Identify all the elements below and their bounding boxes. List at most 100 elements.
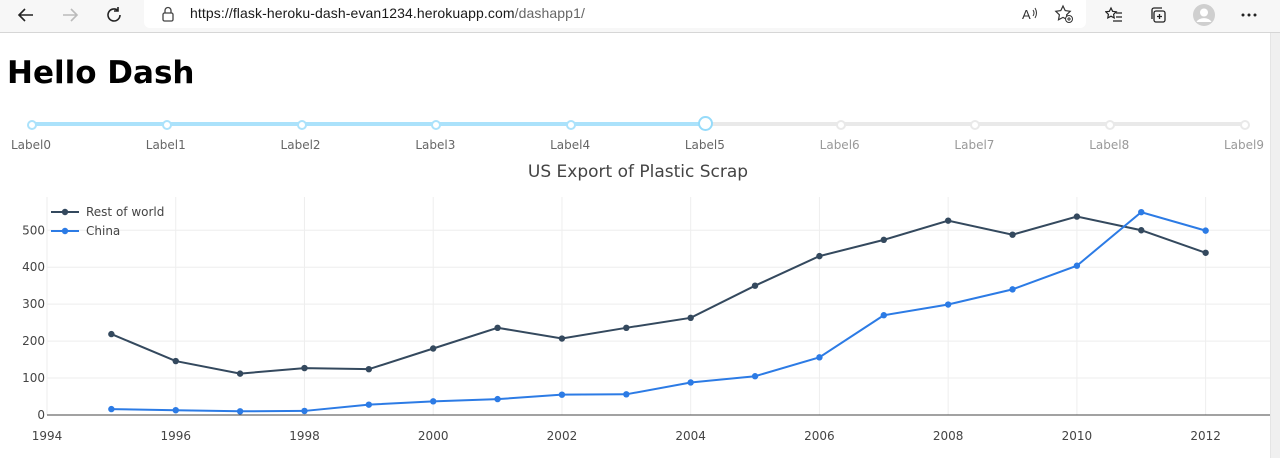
slider-mark-label[interactable]: Label6 xyxy=(819,138,860,152)
read-aloud-icon[interactable]: A xyxy=(1020,4,1040,24)
page-title: Hello Dash xyxy=(7,55,195,91)
slider-dot[interactable] xyxy=(27,120,37,130)
data-point xyxy=(430,398,437,405)
data-point xyxy=(1073,213,1081,220)
data-point xyxy=(816,354,823,361)
slider-mark-label[interactable]: Label5 xyxy=(684,138,725,152)
data-point xyxy=(494,395,501,403)
label-slider[interactable]: Label0 Label1 Label2 Label3 Label4 Label5 Labe… xyxy=(0,112,1270,158)
data-point xyxy=(558,391,566,398)
favorites-button[interactable] xyxy=(1097,0,1131,30)
data-point xyxy=(430,345,437,352)
data-point xyxy=(365,365,373,373)
data-point xyxy=(558,335,566,342)
data-point xyxy=(1202,227,1209,234)
slider-dot[interactable] xyxy=(296,120,307,130)
y-tick-label: 0 xyxy=(37,408,45,422)
data-point xyxy=(751,373,759,380)
data-point xyxy=(687,379,694,386)
profile-icon xyxy=(1193,4,1215,26)
slider-mark-label[interactable]: Label1 xyxy=(145,138,186,152)
data-point xyxy=(623,391,630,398)
data-point xyxy=(623,324,630,331)
y-tick-label: 400 xyxy=(22,260,45,274)
collections-icon xyxy=(1151,7,1166,23)
data-point xyxy=(236,408,244,415)
data-point xyxy=(1009,286,1016,293)
data-point xyxy=(1009,231,1016,238)
data-point xyxy=(944,301,952,308)
x-tick-label: 2012 xyxy=(1190,429,1221,443)
x-tick-label: 1994 xyxy=(32,429,63,443)
x-tick-label: 2004 xyxy=(675,429,706,443)
data-point xyxy=(494,324,501,331)
data-point xyxy=(172,406,179,414)
x-tick-label: 2000 xyxy=(418,429,449,443)
legend-label: Rest of world xyxy=(86,205,164,219)
url-text[interactable]: https://flask-heroku-dash-evan1234.herok… xyxy=(190,5,585,21)
line-chart: US Export of Plastic Scrap 1994 1996 1998 20… xyxy=(22,162,1270,443)
slider-handle[interactable] xyxy=(697,116,713,131)
slider-mark-label[interactable]: Label7 xyxy=(954,138,995,152)
x-tick-label: 2008 xyxy=(933,429,964,443)
data-point xyxy=(365,401,373,408)
data-point xyxy=(944,217,952,224)
favorite-add-icon[interactable] xyxy=(1054,4,1074,24)
data-point xyxy=(301,407,308,415)
data-point xyxy=(1138,227,1145,234)
slider-dot[interactable] xyxy=(431,120,442,130)
slider-dot[interactable] xyxy=(161,120,172,130)
forward-button[interactable] xyxy=(53,0,87,30)
legend-marker xyxy=(61,227,69,235)
x-tick-label: 2002 xyxy=(547,429,578,443)
data-point xyxy=(1138,208,1145,216)
more-button[interactable] xyxy=(1232,0,1266,30)
data-point xyxy=(301,364,308,372)
series-line-0 xyxy=(110,215,1206,375)
slider-dot[interactable] xyxy=(970,120,981,130)
data-point xyxy=(172,357,179,365)
slider-mark-label[interactable]: Label4 xyxy=(550,138,591,152)
forward-icon xyxy=(63,8,79,22)
slider-track[interactable] xyxy=(31,122,705,126)
legend-marker xyxy=(61,208,69,216)
x-tick-label: 2010 xyxy=(1062,429,1093,443)
collections-button[interactable] xyxy=(1141,0,1175,30)
data-point xyxy=(751,282,759,289)
y-tick-label: 500 xyxy=(22,223,45,237)
slider-dot[interactable] xyxy=(566,120,577,130)
slider-mark-label[interactable]: Label8 xyxy=(1089,138,1130,152)
slider-dot[interactable] xyxy=(1240,120,1250,130)
data-point xyxy=(236,370,244,377)
svg-text:A: A xyxy=(1022,7,1031,22)
profile-button[interactable] xyxy=(1187,0,1221,30)
browser-toolbar: https://flask-heroku-dash-evan1234.herok… xyxy=(0,0,1280,33)
slider-mark-label[interactable]: Label9 xyxy=(1223,138,1265,152)
data-point xyxy=(108,330,115,338)
slider-dot[interactable] xyxy=(835,120,846,130)
address-bar[interactable]: https://flask-heroku-dash-evan1234.herok… xyxy=(144,0,1086,28)
x-tick-label: 2006 xyxy=(804,429,835,443)
slider-mark-label[interactable]: Label2 xyxy=(280,138,321,152)
chart-title: US Export of Plastic Scrap xyxy=(528,162,748,182)
back-icon xyxy=(17,8,33,22)
data-point xyxy=(108,405,115,413)
slider-mark-label[interactable]: Label3 xyxy=(415,138,456,152)
data-point xyxy=(687,314,694,322)
refresh-icon xyxy=(107,7,121,22)
more-icon xyxy=(1241,13,1257,17)
refresh-button[interactable] xyxy=(97,0,131,30)
data-point xyxy=(816,252,823,260)
slider-mark-label[interactable]: Label0 xyxy=(10,138,52,152)
data-point xyxy=(1202,249,1209,256)
data-point xyxy=(880,236,887,244)
favorites-icon xyxy=(1105,6,1122,22)
page-scrollbar[interactable] xyxy=(1270,33,1280,458)
lock-icon[interactable] xyxy=(160,5,176,23)
series-line-1 xyxy=(111,211,1206,413)
data-point xyxy=(1073,262,1081,269)
back-button[interactable] xyxy=(9,0,43,30)
legend-label: China xyxy=(86,224,120,238)
slider-dot[interactable] xyxy=(1105,120,1116,130)
y-tick-label: 100 xyxy=(22,371,45,385)
